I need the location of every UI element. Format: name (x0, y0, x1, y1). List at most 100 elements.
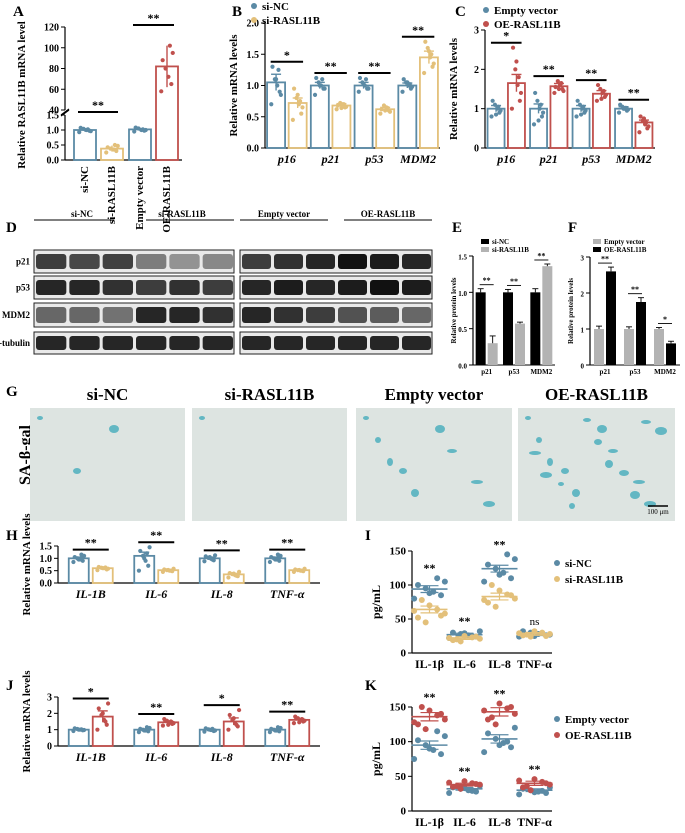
panel-label-B: B (232, 4, 242, 20)
F-sig-label: ** (601, 255, 609, 264)
K-point (508, 744, 515, 751)
B-s1-point (312, 92, 318, 97)
K-point (492, 721, 499, 728)
panel-label-E: E (452, 220, 462, 236)
I-point (508, 575, 515, 582)
J-s2-point (104, 722, 109, 727)
A-bar (128, 128, 152, 161)
G-stain-spot (447, 449, 457, 453)
D-band (306, 307, 335, 323)
D-band (202, 336, 233, 350)
H-x-tick-label: IL-8 (210, 587, 233, 601)
B-s1-point (320, 77, 325, 82)
D-band (202, 280, 233, 295)
H-s1-point (146, 563, 151, 568)
J-s1-point (136, 730, 142, 735)
panel-label-G: G (6, 384, 18, 400)
B-y-tick-label: 2.0 (247, 19, 260, 30)
B-s1-point (401, 77, 406, 82)
B-legend-marker (251, 17, 257, 23)
C-s2-point (552, 90, 557, 96)
J-sig-label: * (88, 685, 94, 699)
G-image-label: OE-RASL11B (545, 385, 648, 404)
D-band (136, 336, 167, 350)
J-x-tick-label: TNF-α (270, 750, 305, 764)
I-y-label: pg/mL (369, 585, 383, 619)
chart-H: 0.0 0.51.01.5 Relative mRNA levels IL-1B ** I… (21, 513, 320, 616)
I-point (496, 571, 503, 578)
E-legend-marker (481, 239, 489, 244)
K-y-tick-label: 150 (390, 702, 407, 714)
G-scale-label: 100 μm (647, 508, 669, 516)
J-y-tick-label: 3 (47, 693, 52, 704)
H-s1-point (147, 545, 152, 550)
B-s1-bar (353, 84, 374, 149)
G-image-label: si-RASL11B (225, 385, 315, 404)
B-x-tick-label: p21 (321, 152, 340, 166)
J-s2-point (160, 723, 166, 728)
J-sig-label: ** (150, 700, 162, 714)
D-band (274, 307, 303, 323)
A-point (105, 145, 110, 150)
C-s2-point (555, 79, 560, 84)
K-sig-label: ** (529, 762, 541, 776)
panel-label-I: I (365, 528, 371, 544)
G-stain-spot (569, 503, 575, 509)
G-stain-spot (109, 425, 119, 433)
A-point (132, 129, 137, 134)
I-point (441, 578, 448, 585)
D-group-label: Empty vector (258, 209, 310, 219)
C-s1-bar (614, 107, 633, 149)
A-point (170, 50, 175, 56)
B-y-tick-label: 1.0 (247, 81, 260, 92)
J-s2-point (291, 721, 297, 726)
H-s1-point (267, 559, 273, 565)
B-y-tick-label: 0.5 (247, 112, 260, 123)
K-point (441, 716, 448, 723)
panel-label-H: H (6, 528, 18, 544)
C-legend-label: OE-RASL11B (494, 19, 561, 31)
A-y-tick-label: 0.0 (47, 156, 60, 167)
I-point (481, 578, 488, 585)
D-band (102, 336, 133, 350)
D-band (69, 307, 100, 323)
B-s2-point (431, 61, 436, 66)
I-legend-marker (554, 576, 560, 582)
E-bar (475, 292, 486, 365)
H-s1-point (136, 568, 142, 573)
D-band (370, 336, 399, 350)
C-s1-point (539, 114, 545, 119)
B-sig-label: * (284, 48, 290, 62)
B-y-tick-label: 1.5 (247, 50, 260, 61)
B-s1-point (269, 102, 274, 107)
B-s2-point (381, 103, 387, 108)
A-y-tick-label: 1.5 (47, 111, 60, 122)
chart-F: 0 1 2 3 Relative protein levels ** p21 ** p53 * MD… (567, 238, 680, 376)
A-point (112, 142, 117, 148)
B-s2-point (291, 86, 297, 91)
A-point (133, 125, 138, 130)
D-band (242, 307, 271, 323)
G-stain-spot (37, 416, 43, 420)
J-s2-point (227, 712, 232, 718)
G-stain-spot (594, 439, 602, 445)
C-s2-point (638, 114, 643, 119)
K-point (488, 714, 495, 721)
G-stain-spot (363, 416, 369, 420)
chart-K: 0 50 100 150 pg/mL ** IL-1β ** IL-6 ** IL-8 ** TNF-α… (369, 687, 632, 829)
A-y-tick-label: 1.0 (47, 126, 60, 137)
C-legend-marker (483, 21, 489, 27)
K-y-label: pg/mL (369, 742, 383, 776)
D-band (69, 336, 100, 350)
K-point (411, 719, 418, 726)
C-sig-label: ** (585, 66, 597, 80)
A-sig-label: ** (92, 98, 104, 112)
H-s1-point (71, 559, 76, 565)
K-sig-label: ** (494, 687, 506, 701)
C-s2-point (561, 88, 566, 94)
G-stain-spot (558, 482, 564, 486)
H-x-tick-label: TNF-α (270, 587, 305, 601)
E-bar (503, 292, 513, 365)
B-s2-point (423, 39, 428, 44)
